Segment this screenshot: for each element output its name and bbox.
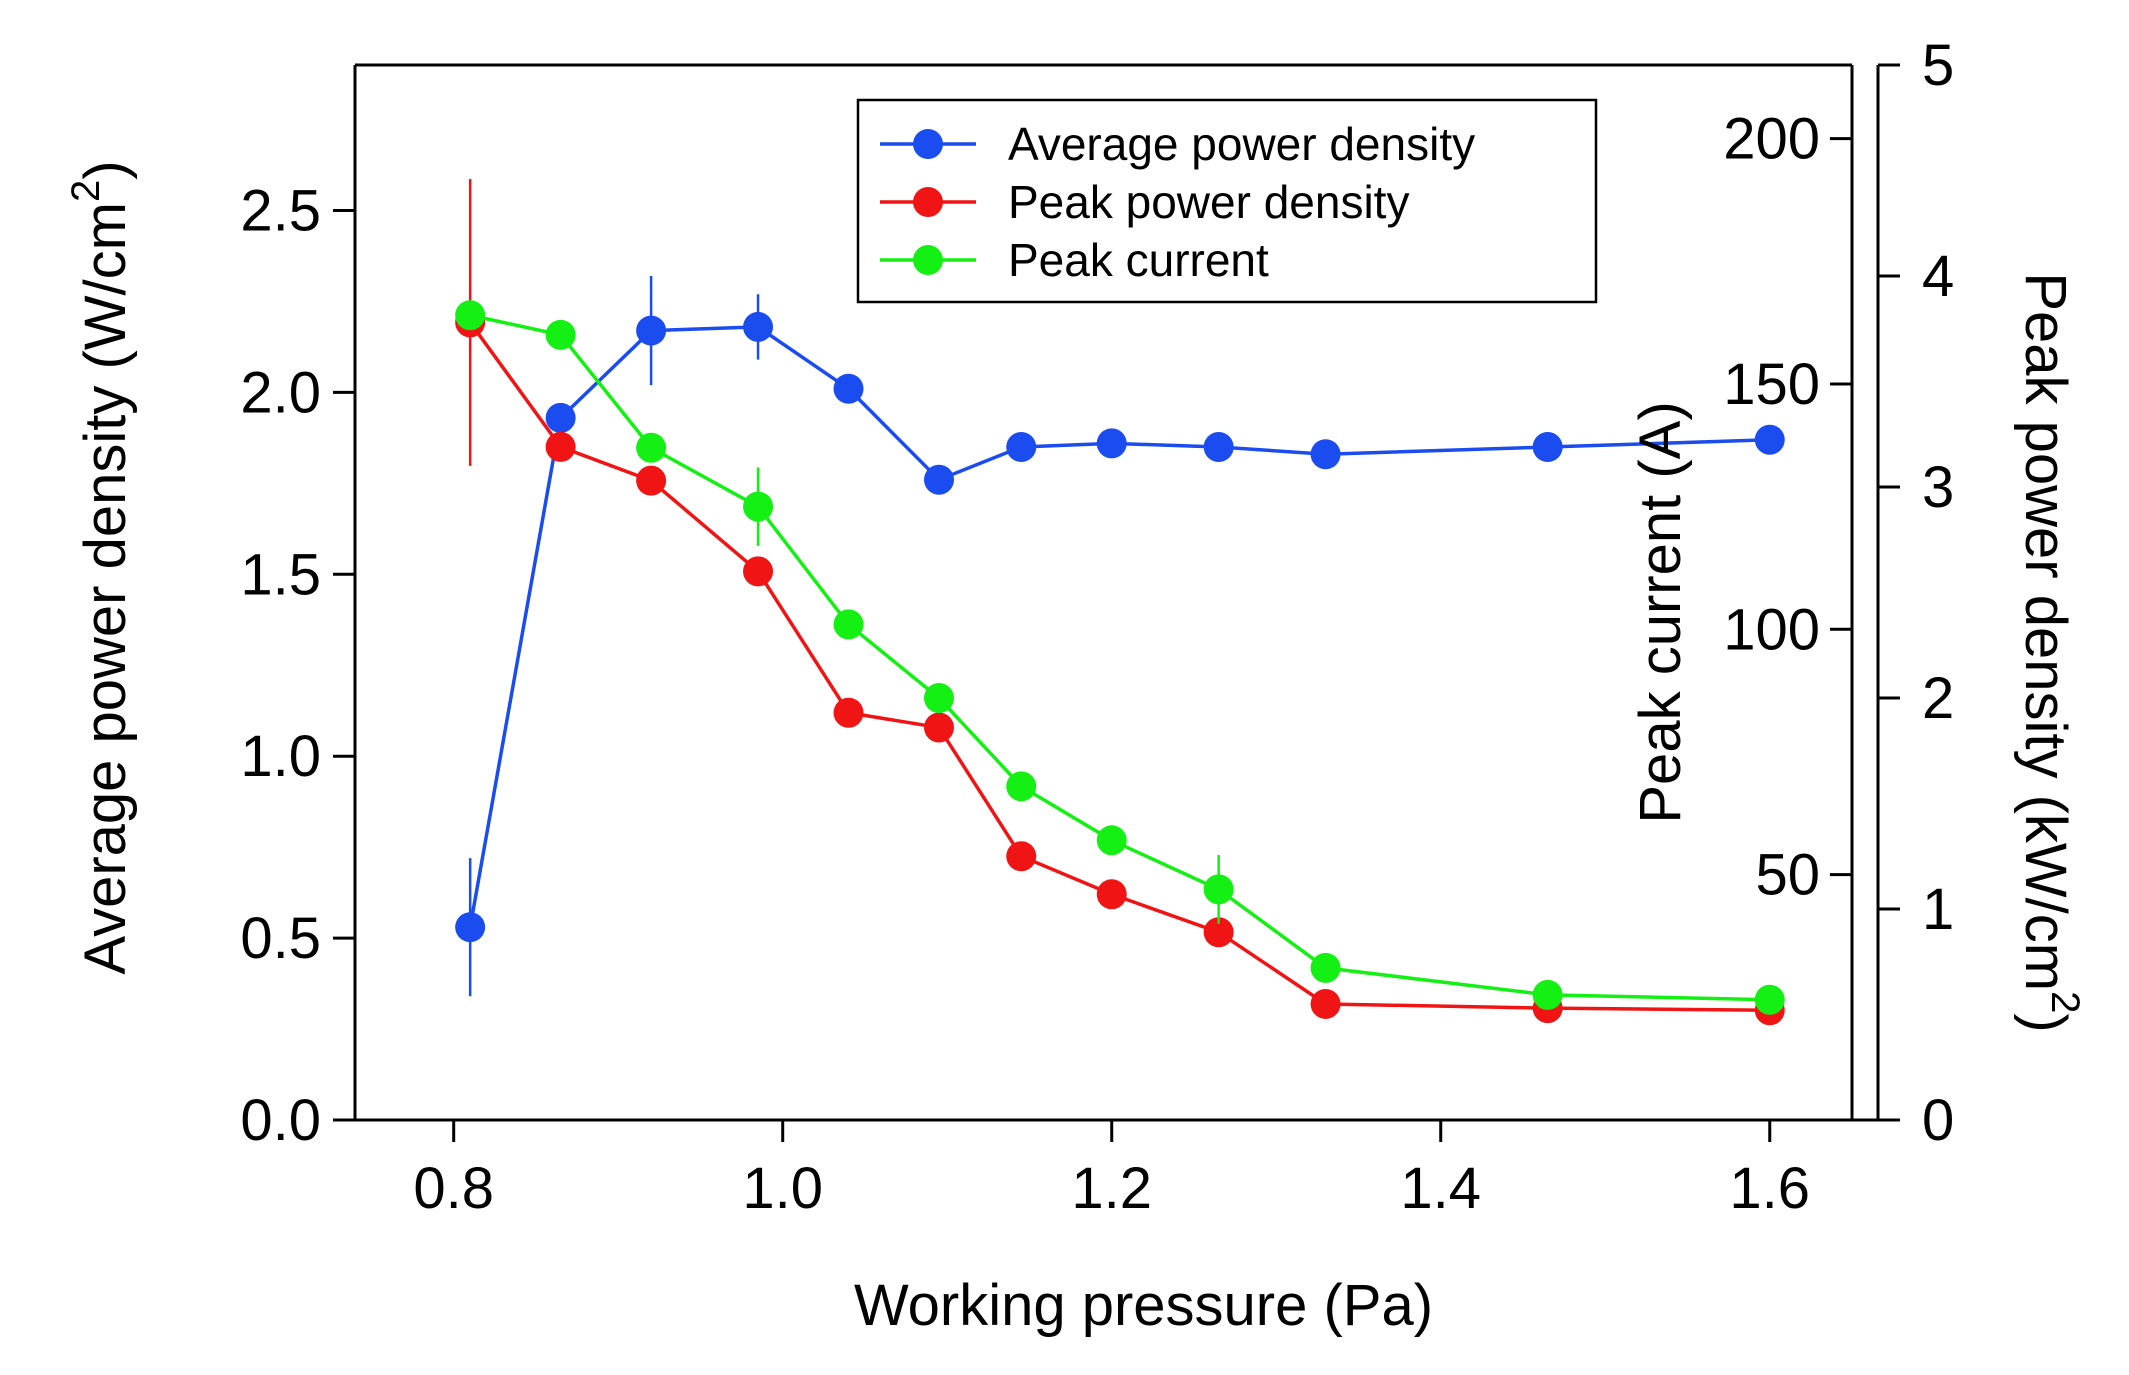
left-axis-title-sup: 2 — [64, 180, 108, 202]
data-point — [833, 697, 864, 728]
data-point — [923, 683, 954, 713]
left-tick-label: 0.5 — [240, 906, 321, 971]
legend-label: Average power density — [1008, 118, 1475, 170]
data-point — [1203, 917, 1234, 948]
right-outer-axis-title-main: Peak power density (kW/cm — [2013, 272, 2078, 991]
data-point — [545, 319, 576, 350]
right-inner-axis-title: Peak current (A) — [1628, 401, 1693, 823]
series-peak-power-density — [455, 178, 1785, 1026]
x-axis-title: Working pressure (Pa) — [854, 1273, 1433, 1338]
data-point — [545, 431, 576, 462]
series-line — [468, 321, 1770, 1013]
data-point — [1006, 841, 1037, 872]
right-inner-tick-label: 100 — [1723, 597, 1820, 662]
series-line — [469, 313, 1770, 1002]
right-outer-axis-title-end: ) — [2013, 1013, 2078, 1032]
left-tick-label: 1.5 — [240, 542, 321, 607]
right-outer-tick-label: 5 — [1922, 33, 1954, 98]
data-point — [833, 609, 864, 640]
right-inner-tick-label: 50 — [1755, 843, 1820, 908]
data-point — [1754, 984, 1785, 1015]
right-inner-tick-label: 150 — [1723, 352, 1820, 417]
data-point — [1532, 431, 1563, 462]
right-outer-tick-label: 4 — [1922, 244, 1954, 309]
left-axis-title-main: Average power density (W/cm — [73, 202, 138, 975]
right-outer-axis-title: Peak power density (kW/cm2) — [2013, 272, 2087, 1032]
right-outer-axis-title-sup: 2 — [2043, 991, 2087, 1013]
legend-marker — [913, 187, 943, 217]
plot-frame — [353, 63, 1880, 1122]
data-point — [1310, 439, 1341, 470]
legend-label: Peak current — [1008, 234, 1269, 286]
x-tick-label: 1.6 — [1729, 1156, 1810, 1221]
legend-label: Peak power density — [1008, 176, 1409, 228]
data-point — [923, 464, 954, 495]
left-axis-title-end: ) — [73, 160, 138, 179]
data-point — [636, 465, 667, 496]
series-layer — [455, 178, 1785, 1026]
right-outer-tick-label: 3 — [1922, 455, 1954, 520]
data-point — [833, 373, 864, 404]
data-point — [1006, 431, 1037, 462]
x-tick-label: 1.4 — [1400, 1156, 1481, 1221]
series-average-power-density — [455, 276, 1785, 997]
data-point — [636, 315, 667, 346]
data-point — [1310, 988, 1341, 1019]
data-point — [743, 311, 774, 342]
data-point — [455, 300, 486, 331]
left-axis-title: Average power density (W/cm2) — [64, 160, 138, 974]
data-point — [743, 491, 774, 522]
data-point — [1754, 424, 1785, 455]
legend-marker — [913, 245, 943, 275]
x-tick-label: 1.0 — [742, 1156, 823, 1221]
left-tick-label: 1.0 — [240, 724, 321, 789]
data-point — [1203, 874, 1234, 905]
data-point — [1203, 431, 1234, 462]
data-point — [1096, 428, 1127, 459]
data-point — [1096, 825, 1127, 856]
right-outer-tick-label: 1 — [1922, 877, 1954, 942]
x-tick-label: 0.8 — [413, 1156, 494, 1221]
legend: Average power density Peak power density P… — [856, 98, 1598, 304]
right-outer-tick-label: 2 — [1922, 666, 1954, 731]
data-point — [1006, 771, 1037, 802]
data-point — [545, 402, 576, 433]
left-tick-label: 2.0 — [240, 360, 321, 425]
data-point — [923, 712, 954, 743]
right-inner-tick-label: 200 — [1723, 107, 1820, 172]
data-point — [455, 912, 486, 943]
legend-marker — [913, 129, 943, 159]
data-point — [636, 432, 667, 463]
left-tick-label: 0.0 — [240, 1088, 321, 1153]
data-point — [743, 556, 774, 587]
data-point — [1310, 952, 1341, 983]
data-point — [1096, 879, 1127, 910]
axis-ticks: 0.8 1.0 1.2 1.4 1.60.00.51.01.52.02.55010015… — [240, 33, 1954, 1221]
legend-box — [856, 98, 1598, 304]
axis-labels: Working pressure (Pa) Average power densi… — [64, 160, 2087, 1338]
series-line — [468, 325, 1770, 928]
series-peak-current — [455, 300, 1785, 1015]
left-tick-label: 2.5 — [240, 179, 321, 244]
data-point — [1532, 979, 1563, 1010]
right-outer-tick-label: 0 — [1922, 1088, 1954, 1153]
x-tick-label: 1.2 — [1071, 1156, 1152, 1221]
